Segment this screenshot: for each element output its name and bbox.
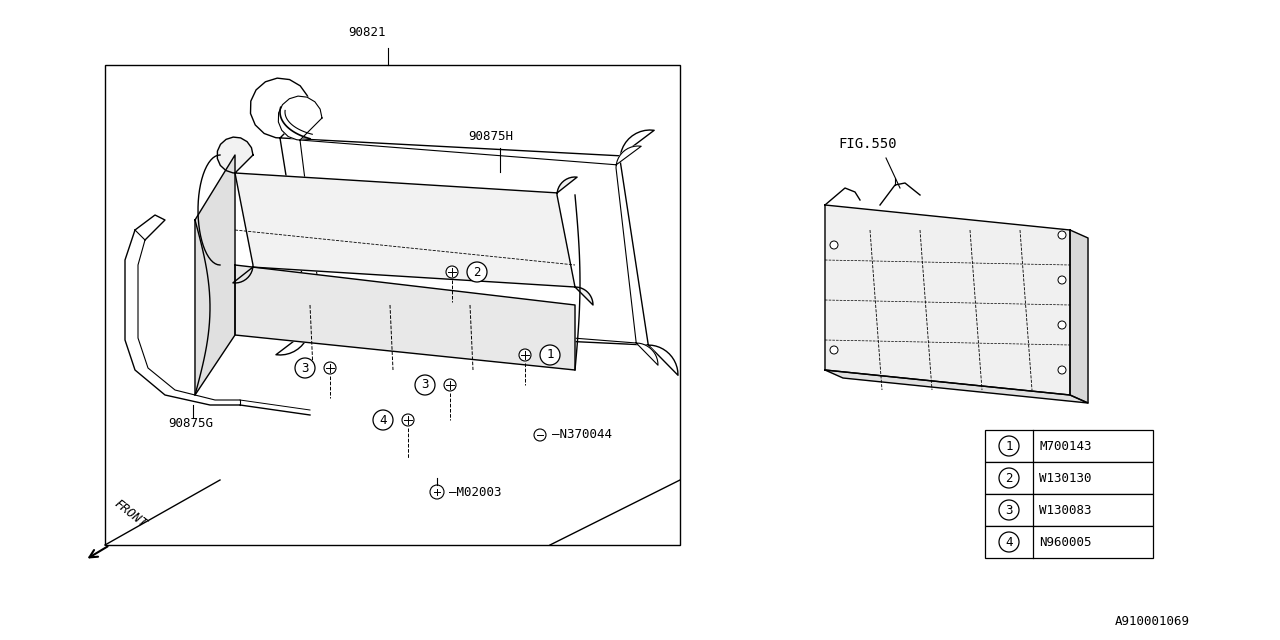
Circle shape bbox=[294, 358, 315, 378]
Polygon shape bbox=[278, 96, 658, 365]
Text: 2: 2 bbox=[1005, 472, 1012, 484]
Text: W130083: W130083 bbox=[1039, 504, 1092, 516]
Circle shape bbox=[445, 266, 458, 278]
Polygon shape bbox=[1070, 230, 1088, 403]
Bar bbox=[105, 65, 680, 545]
Text: 90821: 90821 bbox=[348, 26, 385, 39]
Text: N960005: N960005 bbox=[1039, 536, 1092, 548]
Text: 90875H: 90875H bbox=[468, 130, 513, 143]
Text: 1: 1 bbox=[547, 349, 554, 362]
Polygon shape bbox=[826, 370, 1088, 403]
Text: —M02003: —M02003 bbox=[449, 486, 502, 499]
Text: 3: 3 bbox=[1005, 504, 1012, 516]
Circle shape bbox=[430, 485, 444, 499]
Text: 90875G: 90875G bbox=[168, 417, 212, 430]
Circle shape bbox=[534, 429, 547, 441]
Polygon shape bbox=[218, 137, 593, 305]
Text: 2: 2 bbox=[474, 266, 481, 278]
Text: —N370044: —N370044 bbox=[552, 429, 612, 442]
Circle shape bbox=[1059, 366, 1066, 374]
Text: FRONT: FRONT bbox=[113, 497, 150, 530]
Text: A910001069: A910001069 bbox=[1115, 615, 1190, 628]
Circle shape bbox=[998, 436, 1019, 456]
Text: 1: 1 bbox=[1005, 440, 1012, 452]
Circle shape bbox=[998, 468, 1019, 488]
Circle shape bbox=[829, 346, 838, 354]
Circle shape bbox=[998, 532, 1019, 552]
Circle shape bbox=[444, 379, 456, 391]
Bar bbox=[986, 526, 1153, 558]
Circle shape bbox=[829, 241, 838, 249]
Polygon shape bbox=[236, 265, 575, 370]
Circle shape bbox=[540, 345, 561, 365]
Text: 3: 3 bbox=[301, 362, 308, 374]
Circle shape bbox=[372, 410, 393, 430]
Text: 4: 4 bbox=[1005, 536, 1012, 548]
Circle shape bbox=[324, 362, 335, 374]
Circle shape bbox=[467, 262, 486, 282]
Bar bbox=[986, 430, 1153, 462]
Circle shape bbox=[1059, 276, 1066, 284]
Circle shape bbox=[998, 500, 1019, 520]
Text: FIG.550: FIG.550 bbox=[838, 137, 896, 151]
Polygon shape bbox=[251, 78, 678, 375]
Circle shape bbox=[1059, 231, 1066, 239]
Polygon shape bbox=[826, 205, 1070, 395]
Circle shape bbox=[1059, 321, 1066, 329]
Circle shape bbox=[415, 375, 435, 395]
Polygon shape bbox=[195, 155, 236, 395]
Text: 3: 3 bbox=[421, 378, 429, 392]
Circle shape bbox=[518, 349, 531, 361]
Bar bbox=[986, 494, 1153, 526]
Circle shape bbox=[402, 414, 413, 426]
Text: M700143: M700143 bbox=[1039, 440, 1092, 452]
Bar bbox=[986, 462, 1153, 494]
Text: W130130: W130130 bbox=[1039, 472, 1092, 484]
Text: 4: 4 bbox=[379, 413, 387, 426]
